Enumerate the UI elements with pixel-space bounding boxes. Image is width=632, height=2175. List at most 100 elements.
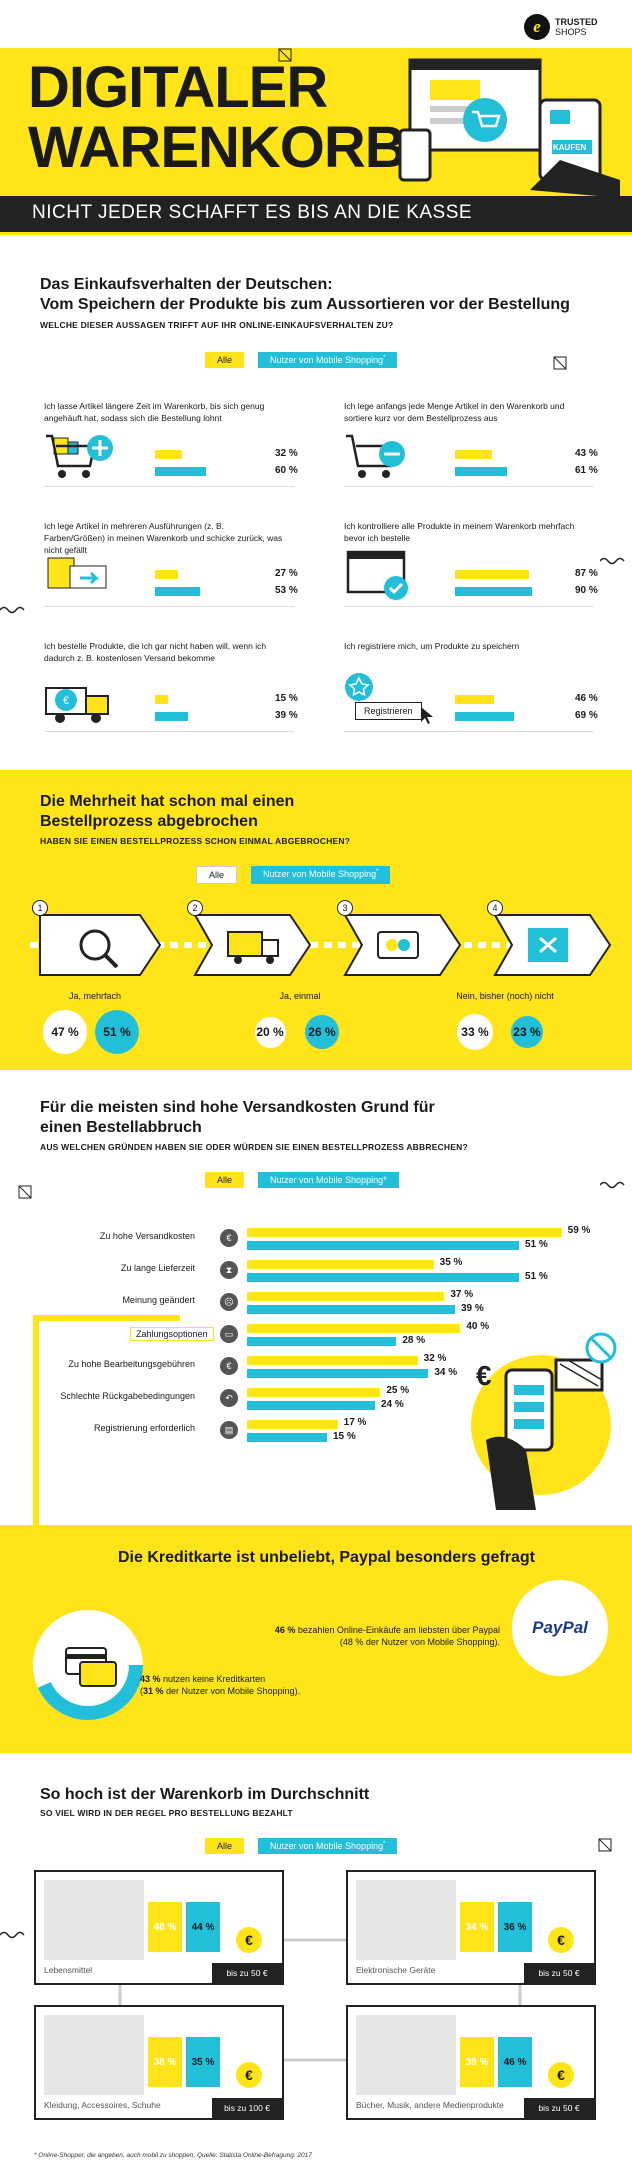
- basket-category-label: Kleidung, Accessoires, Schuhe: [44, 2100, 161, 2110]
- legend-mobile: Nutzer von Mobile Shopping*: [251, 866, 391, 884]
- chart-label-mobile: 28 %: [402, 1335, 426, 1346]
- chart-bar-mobile: [247, 1241, 519, 1250]
- chart-bar-mobile: [247, 1273, 519, 1282]
- footnote: * Online-Shopper, die angeben, auch mobi…: [34, 2152, 312, 2159]
- category-image: [44, 2015, 144, 2095]
- credit-sub-open: (: [140, 1686, 143, 1696]
- paypal-sub: (48 % der Nutzer von Mobile Shopping).: [339, 1637, 500, 1647]
- chart-label-all: 25 %: [386, 1385, 410, 1396]
- chart-label-mobile: 51 %: [525, 1271, 548, 1282]
- euro-coin-icon: €: [236, 1927, 262, 1953]
- category-image: [356, 1880, 456, 1960]
- chart-bar-all: [247, 1388, 381, 1397]
- legend-all: Alle: [205, 352, 245, 368]
- legend-all: Alle: [205, 1838, 245, 1854]
- price-tag: bis zu 50 €: [524, 1963, 594, 1983]
- paypal-logo-circle: PayPal: [512, 1580, 608, 1676]
- chart-bar-mobile: [247, 1401, 375, 1410]
- star-register-icon: [345, 673, 373, 701]
- decorative-squiggle-icon: [600, 557, 625, 565]
- answer-circle-all: 47 %: [43, 1010, 87, 1054]
- answer-circle-mobile: 26 %: [305, 1015, 339, 1049]
- cart-minus-icon: [346, 434, 405, 478]
- reason-icon: ⧗: [220, 1261, 238, 1279]
- answer-label: Ja, einmal: [279, 991, 321, 1001]
- brand-line-2: SHOPS: [555, 27, 587, 37]
- paypal-logo: PayPal: [532, 1618, 588, 1637]
- bar-all: [155, 450, 183, 459]
- credit-card-donut-illustration: [33, 1610, 143, 1720]
- divider: [344, 486, 594, 487]
- chart-label-all: 40 %: [466, 1321, 490, 1332]
- basket-pct-mobile: 36 %: [498, 1902, 532, 1952]
- step-number-2: 2: [187, 900, 203, 916]
- register-button[interactable]: Registrieren: [355, 702, 422, 720]
- section2-title-line-1: Die Mehrheit hat schon mal einen: [40, 793, 295, 810]
- reason-icon: ▭: [220, 1325, 238, 1343]
- basket-card: 48 % 44 % Lebensmittel € bis zu 50 €: [34, 1870, 284, 1985]
- category-label: Zu lange Lieferzeit: [120, 1263, 195, 1273]
- basket-pct-all: 39 %: [460, 2037, 494, 2087]
- answer-circle-all: 33 %: [456, 1013, 494, 1051]
- window-check-icon: [346, 550, 408, 600]
- cart-plus-icon: [46, 434, 113, 478]
- answer-circle-mobile: 51 %: [94, 1009, 140, 1055]
- chart-label-mobile: 24 %: [381, 1399, 404, 1410]
- page-subtitle: NICHT JEDER SCHAFFT ES BIS AN DIE KASSE: [32, 202, 473, 223]
- chart-bar-mobile: [247, 1433, 327, 1442]
- chart-bar-all: [247, 1260, 434, 1269]
- divider: [44, 606, 294, 607]
- category-label: Meinung geändert: [122, 1295, 195, 1305]
- paypal-text: bezahlen Online-Einkäufe am liebsten übe…: [295, 1625, 500, 1635]
- bar-all: [455, 695, 495, 704]
- chart-label-mobile: 15 %: [333, 1431, 356, 1442]
- pct-all: 46 %: [575, 693, 598, 704]
- bar-all: [455, 450, 492, 459]
- pct-all: 87 %: [575, 568, 598, 579]
- chart-bar-all: [247, 1324, 461, 1333]
- chart-bar-mobile: [247, 1369, 429, 1378]
- divider: [44, 731, 294, 732]
- price-tag: bis zu 50 €: [212, 1963, 282, 1983]
- section2-legend: Alle Nutzer von Mobile Shopping*: [196, 866, 391, 884]
- divider: [344, 731, 594, 732]
- bar-mobile: [155, 467, 206, 476]
- header-dark-strip: [0, 196, 632, 232]
- basket-card: 38 % 35 % Kleidung, Accessoires, Schuhe € bi…: [34, 2005, 284, 2120]
- pct-all: 43 %: [575, 448, 598, 459]
- bar-mobile: [455, 712, 514, 721]
- category-label: Zu hohe Versandkosten: [99, 1231, 195, 1241]
- bar-mobile: [155, 712, 189, 721]
- basket-category-label: Elektronische Geräte: [356, 1965, 436, 1975]
- chart-label-all: 59 %: [567, 1225, 591, 1236]
- chart-label-mobile: 34 %: [434, 1367, 458, 1378]
- brand-line-1: TRUSTED: [555, 17, 598, 27]
- pct-mobile: 69 %: [575, 710, 598, 721]
- pct-mobile: 61 %: [575, 465, 598, 476]
- section5-legend: Alle Nutzer von Mobile Shopping*: [205, 1838, 398, 1854]
- category-image: [356, 2015, 456, 2095]
- credit-pct: 43 %: [140, 1674, 161, 1684]
- legend-all: Alle: [196, 866, 238, 884]
- page-title-line-1: DIGITALER: [28, 55, 328, 120]
- mobile-payment-illustration: €: [471, 1332, 617, 1510]
- section1-legend: Alle Nutzer von Mobile Shopping*: [205, 352, 398, 368]
- pct-mobile: 53 %: [275, 585, 298, 596]
- statement-text: Ich lasse Artikel längere Zeit im Warenk…: [44, 401, 265, 423]
- chart-question: AUS WELCHEN GRÜNDEN HABEN SIE ODER WÜRDE…: [40, 1142, 468, 1152]
- chart-label-mobile: 51 %: [525, 1239, 548, 1250]
- pct-all: 15 %: [275, 693, 298, 704]
- section2-title-line-2: Bestellprozess abgebrochen: [40, 813, 258, 830]
- credit-text: nutzen keine Kreditkarten: [160, 1674, 266, 1684]
- section1-question: WELCHE DIESER AUSSAGEN TRIFFT AUF IHR ON…: [40, 320, 394, 330]
- decorative-squiggle-icon: [0, 606, 25, 614]
- bar-mobile: [455, 587, 532, 596]
- chart-bar-all: [247, 1356, 418, 1365]
- basket-category-label: Bücher, Musik, andere Medienprodukte: [356, 2100, 504, 2110]
- svg-text:€: €: [63, 695, 69, 707]
- basket-pct-all: 34 %: [460, 1902, 494, 1952]
- answer-label: Nein, bisher (noch) nicht: [456, 991, 554, 1001]
- section1-title-line-2: Vom Speichern der Produkte bis zum Ausso…: [40, 296, 570, 313]
- chart-bar-all: [247, 1228, 562, 1237]
- chart-label-all: 35 %: [439, 1257, 463, 1268]
